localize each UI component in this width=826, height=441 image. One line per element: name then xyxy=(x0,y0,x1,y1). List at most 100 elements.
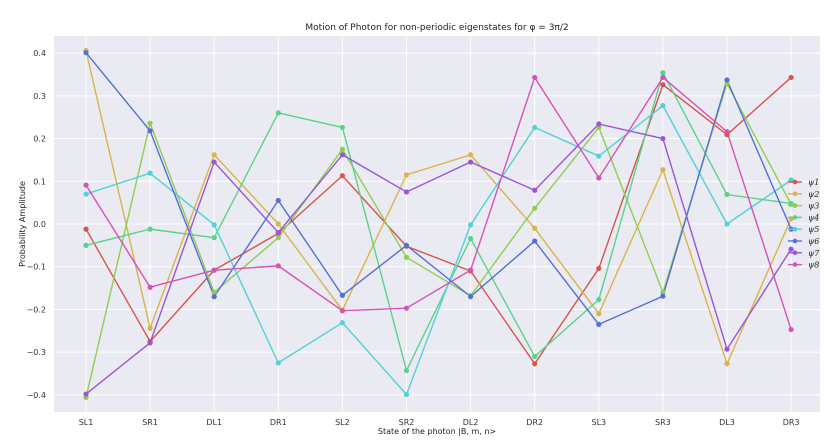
data-point xyxy=(211,289,217,295)
data-point xyxy=(532,225,538,231)
data-point xyxy=(724,191,730,198)
data-point xyxy=(596,265,602,272)
data-point xyxy=(532,124,538,131)
data-point xyxy=(596,121,602,127)
data-point xyxy=(532,238,538,244)
x-tick-label: DR1 xyxy=(270,418,287,427)
data-point xyxy=(339,292,345,298)
data-point xyxy=(147,226,153,232)
data-point xyxy=(468,267,474,273)
series-points xyxy=(83,47,794,401)
data-point xyxy=(275,110,281,116)
data-point xyxy=(211,235,217,241)
series-line-8 xyxy=(85,76,792,330)
data-point xyxy=(275,360,281,366)
legend-label: ψ5 xyxy=(808,225,819,234)
data-point xyxy=(83,226,89,232)
data-point xyxy=(596,321,602,328)
series-line-6 xyxy=(85,52,792,326)
data-point xyxy=(211,222,217,228)
data-point xyxy=(532,187,538,193)
legend-label: ψ2 xyxy=(808,190,819,199)
data-point xyxy=(596,297,602,303)
y-tick-label: −0.2 xyxy=(27,305,46,314)
legend-marker xyxy=(792,203,798,208)
data-point xyxy=(788,246,794,252)
y-tick-label: −0.3 xyxy=(27,348,46,357)
data-point xyxy=(211,159,217,165)
data-point xyxy=(211,152,217,158)
data-point xyxy=(275,229,281,236)
data-point xyxy=(403,172,410,178)
data-point xyxy=(339,124,345,131)
data-point xyxy=(275,235,281,241)
x-tick-label: DR3 xyxy=(783,418,800,427)
data-point xyxy=(275,263,281,269)
series-line-3 xyxy=(85,82,792,398)
data-point xyxy=(788,177,794,183)
x-tick-label: SR2 xyxy=(399,418,415,427)
data-point xyxy=(147,340,153,346)
series-line-7 xyxy=(85,123,792,395)
x-tick-label: DL1 xyxy=(206,418,222,427)
y-axis-label: Probability Amplitude xyxy=(18,181,27,267)
data-point xyxy=(724,346,730,352)
data-point xyxy=(403,305,410,311)
data-point xyxy=(660,293,666,299)
legend-marker xyxy=(792,238,798,244)
data-point xyxy=(275,221,281,227)
legend-marker xyxy=(792,250,798,256)
data-point xyxy=(724,129,730,135)
data-point xyxy=(83,242,89,248)
data-point xyxy=(468,159,474,165)
data-point xyxy=(147,128,153,134)
data-point xyxy=(660,167,666,173)
x-tick-label: DL2 xyxy=(463,418,479,427)
x-tick-label: SL2 xyxy=(335,418,350,427)
legend-label: ψ7 xyxy=(808,249,820,258)
data-point xyxy=(788,74,794,81)
data-point xyxy=(403,367,410,374)
data-point xyxy=(403,242,410,248)
data-point xyxy=(468,222,474,228)
legend-label: ψ6 xyxy=(808,237,819,246)
data-point xyxy=(147,284,153,290)
data-point xyxy=(211,294,217,300)
data-point xyxy=(724,77,730,83)
y-tick-label: 0.4 xyxy=(33,49,46,58)
legend-marker xyxy=(792,226,798,232)
data-point xyxy=(83,391,89,397)
data-point xyxy=(147,170,153,176)
data-point xyxy=(788,326,794,333)
legend-marker xyxy=(792,262,798,267)
x-axis-label: State of the photon |B, m, n> xyxy=(378,427,496,436)
series-lines xyxy=(85,50,792,398)
chart-title: Motion of Photon for non-periodic eigens… xyxy=(305,23,568,33)
data-point xyxy=(339,320,345,326)
legend-marker xyxy=(792,191,798,197)
data-point xyxy=(468,294,474,300)
y-tick-label: 0.0 xyxy=(33,220,46,229)
data-point xyxy=(339,308,345,314)
legend-label: ψ4 xyxy=(808,213,819,222)
legend-marker xyxy=(792,179,798,185)
legend-label: ψ1 xyxy=(808,178,819,187)
data-point xyxy=(147,120,153,126)
data-point xyxy=(532,353,538,360)
legend-label: ψ8 xyxy=(808,261,819,270)
data-point xyxy=(339,146,345,152)
data-point xyxy=(724,361,730,367)
data-point xyxy=(403,189,410,195)
x-tick-labels: SL1 SR1 DL1 DR1 SL2 SR2 DL2 DR2 SL3 SR3 DL3 DR3 xyxy=(79,418,800,427)
y-tick-label: 0.3 xyxy=(33,92,46,101)
data-point xyxy=(403,254,410,260)
data-point xyxy=(532,74,538,81)
data-point xyxy=(724,221,730,227)
data-point xyxy=(596,175,602,181)
data-point xyxy=(660,82,666,88)
y-tick-labels: −0.4 −0.3 −0.2 −0.1 0.0 0.1 0.2 0.3 0.4 xyxy=(27,49,46,400)
data-point xyxy=(660,103,666,109)
y-tick-label: 0.1 xyxy=(33,177,46,186)
x-tick-label: SR3 xyxy=(655,418,671,427)
